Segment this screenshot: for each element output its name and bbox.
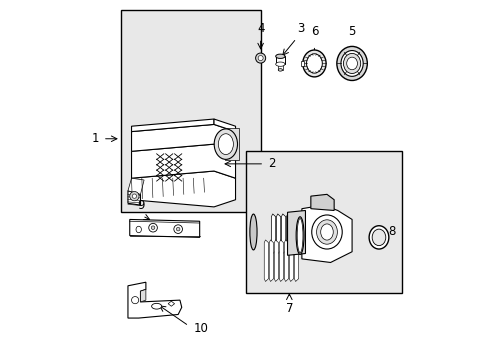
Text: 10: 10 bbox=[193, 321, 208, 334]
Polygon shape bbox=[128, 282, 182, 318]
Bar bbox=[278, 64, 282, 70]
Circle shape bbox=[132, 194, 136, 198]
Bar bbox=[300, 60, 304, 66]
Circle shape bbox=[151, 226, 155, 229]
Circle shape bbox=[129, 192, 139, 201]
Polygon shape bbox=[264, 240, 268, 282]
Ellipse shape bbox=[306, 54, 322, 73]
Polygon shape bbox=[214, 119, 235, 132]
Polygon shape bbox=[128, 178, 144, 194]
Polygon shape bbox=[284, 240, 288, 282]
Bar bbox=[275, 56, 285, 64]
Text: 9: 9 bbox=[137, 199, 144, 212]
Ellipse shape bbox=[336, 46, 366, 81]
Ellipse shape bbox=[302, 50, 325, 77]
Ellipse shape bbox=[136, 226, 141, 233]
Polygon shape bbox=[276, 214, 280, 254]
Ellipse shape bbox=[340, 50, 363, 76]
Circle shape bbox=[258, 55, 263, 60]
Text: 4: 4 bbox=[256, 22, 264, 35]
Text: 3: 3 bbox=[297, 22, 305, 35]
Bar bbox=[121, 10, 260, 212]
Polygon shape bbox=[131, 119, 214, 132]
Polygon shape bbox=[287, 211, 305, 255]
Text: 5: 5 bbox=[347, 25, 355, 39]
Text: 1: 1 bbox=[92, 132, 99, 145]
Polygon shape bbox=[140, 289, 145, 302]
Polygon shape bbox=[129, 220, 199, 237]
Text: 6: 6 bbox=[310, 25, 318, 39]
Bar bbox=[246, 151, 402, 293]
Polygon shape bbox=[291, 214, 295, 254]
Polygon shape bbox=[289, 240, 293, 282]
Polygon shape bbox=[269, 240, 273, 282]
Polygon shape bbox=[271, 214, 275, 254]
Ellipse shape bbox=[151, 303, 162, 309]
Text: 2: 2 bbox=[267, 157, 275, 170]
Ellipse shape bbox=[275, 62, 285, 66]
Polygon shape bbox=[281, 214, 285, 254]
Polygon shape bbox=[168, 301, 174, 306]
Ellipse shape bbox=[214, 129, 237, 159]
Ellipse shape bbox=[368, 226, 388, 249]
Polygon shape bbox=[274, 240, 278, 282]
Text: 7: 7 bbox=[285, 302, 292, 315]
Polygon shape bbox=[128, 191, 140, 205]
Polygon shape bbox=[301, 214, 305, 254]
Polygon shape bbox=[294, 240, 298, 282]
Polygon shape bbox=[286, 214, 290, 254]
Ellipse shape bbox=[371, 229, 385, 246]
Polygon shape bbox=[131, 125, 235, 151]
Circle shape bbox=[255, 53, 265, 63]
Ellipse shape bbox=[320, 224, 333, 240]
Polygon shape bbox=[310, 194, 333, 211]
Text: 8: 8 bbox=[387, 225, 394, 238]
Circle shape bbox=[131, 297, 139, 304]
Ellipse shape bbox=[311, 215, 342, 249]
Polygon shape bbox=[279, 240, 283, 282]
Circle shape bbox=[148, 224, 157, 232]
Ellipse shape bbox=[296, 217, 304, 255]
Polygon shape bbox=[131, 171, 235, 207]
Ellipse shape bbox=[278, 69, 282, 71]
Circle shape bbox=[176, 227, 180, 231]
Bar bbox=[224, 128, 239, 160]
Ellipse shape bbox=[346, 57, 357, 70]
Ellipse shape bbox=[316, 220, 337, 244]
Polygon shape bbox=[301, 205, 351, 262]
Ellipse shape bbox=[297, 219, 303, 253]
Polygon shape bbox=[296, 214, 300, 254]
Ellipse shape bbox=[275, 54, 285, 58]
Ellipse shape bbox=[218, 134, 233, 154]
Ellipse shape bbox=[343, 53, 360, 73]
Polygon shape bbox=[131, 144, 235, 178]
Polygon shape bbox=[311, 214, 315, 254]
Polygon shape bbox=[306, 214, 310, 254]
Circle shape bbox=[174, 225, 182, 233]
Ellipse shape bbox=[249, 214, 257, 250]
